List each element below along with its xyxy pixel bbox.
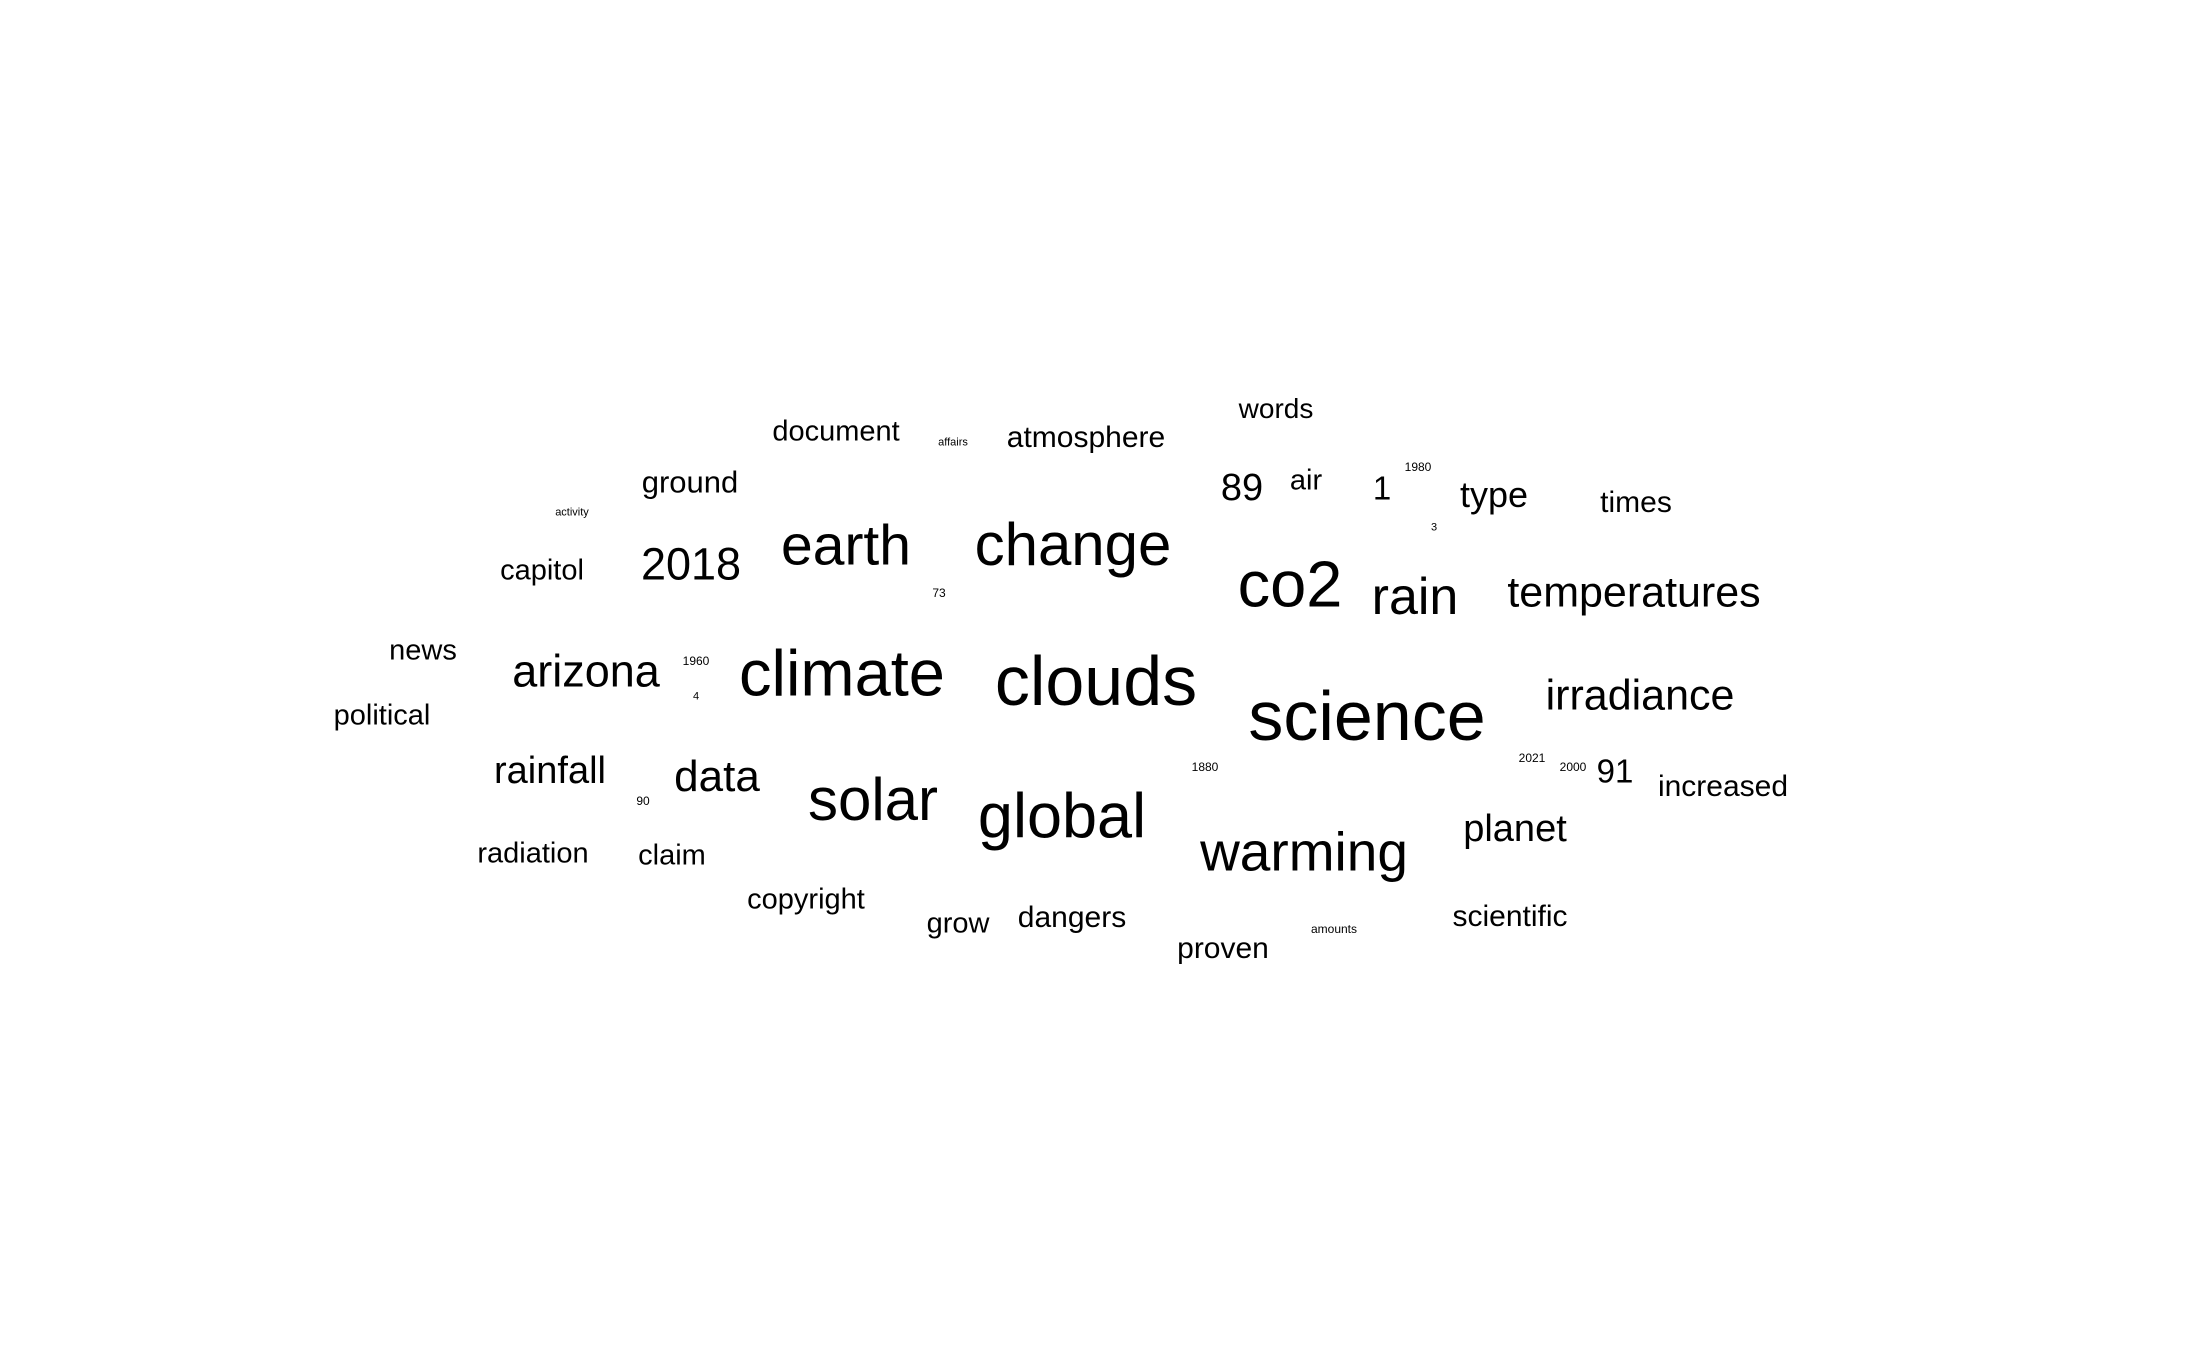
cloud-word: air — [1289, 464, 1323, 497]
cloud-word: 1960 — [682, 654, 710, 668]
cloud-word: 1980 — [1404, 460, 1432, 474]
cloud-word: clouds — [994, 642, 1198, 720]
cloud-word: solar — [807, 766, 939, 833]
cloud-word: ground — [641, 464, 739, 500]
cloud-word: radiation — [477, 837, 589, 870]
cloud-word: 1880 — [1191, 760, 1219, 774]
cloud-word: science — [1248, 677, 1486, 755]
cloud-word: scientific — [1452, 900, 1568, 933]
cloud-word: proven — [1177, 932, 1269, 965]
cloud-word: dangers — [1017, 901, 1127, 934]
cloud-word: rainfall — [494, 750, 606, 792]
cloud-word: affairs — [938, 436, 968, 449]
cloud-word: words — [1238, 393, 1314, 424]
cloud-word: claim — [638, 839, 706, 872]
cloud-word: change — [974, 511, 1172, 578]
cloud-word: warming — [1200, 820, 1408, 883]
cloud-word: type — [1459, 474, 1529, 515]
cloud-word: grow — [926, 907, 990, 940]
cloud-word: 4 — [692, 690, 700, 703]
cloud-word: temperatures — [1507, 568, 1761, 617]
cloud-word: copyright — [747, 883, 865, 916]
cloud-word: 2018 — [640, 538, 742, 590]
cloud-word: rain — [1371, 568, 1459, 626]
cloud-word: times — [1600, 486, 1672, 519]
cloud-word: global — [977, 781, 1147, 852]
cloud-word: political — [333, 699, 431, 732]
cloud-word: data — [674, 752, 760, 801]
cloud-word: 1 — [1372, 469, 1392, 507]
cloud-word: irradiance — [1545, 671, 1735, 720]
cloud-word: arizona — [512, 645, 660, 697]
cloud-word: activity — [555, 506, 589, 519]
cloud-word: earth — [781, 513, 911, 578]
cloud-word: news — [389, 634, 457, 667]
cloud-word: capitol — [500, 554, 584, 587]
cloud-word: 91 — [1596, 752, 1634, 790]
cloud-word: document — [772, 415, 900, 448]
cloud-word: 3 — [1430, 521, 1438, 534]
cloud-word: 73 — [932, 586, 946, 600]
cloud-word: 89 — [1220, 467, 1264, 509]
cloud-word: co2 — [1237, 547, 1343, 621]
cloud-word: planet — [1463, 808, 1567, 850]
cloud-word: 90 — [636, 794, 650, 808]
cloud-word: climate — [739, 636, 945, 710]
cloud-word: atmosphere — [1006, 421, 1166, 454]
cloud-word: 2021 — [1518, 751, 1546, 765]
cloud-word: increased — [1657, 770, 1789, 803]
cloud-word: amounts — [1310, 922, 1358, 936]
cloud-word: 2000 — [1559, 760, 1587, 774]
